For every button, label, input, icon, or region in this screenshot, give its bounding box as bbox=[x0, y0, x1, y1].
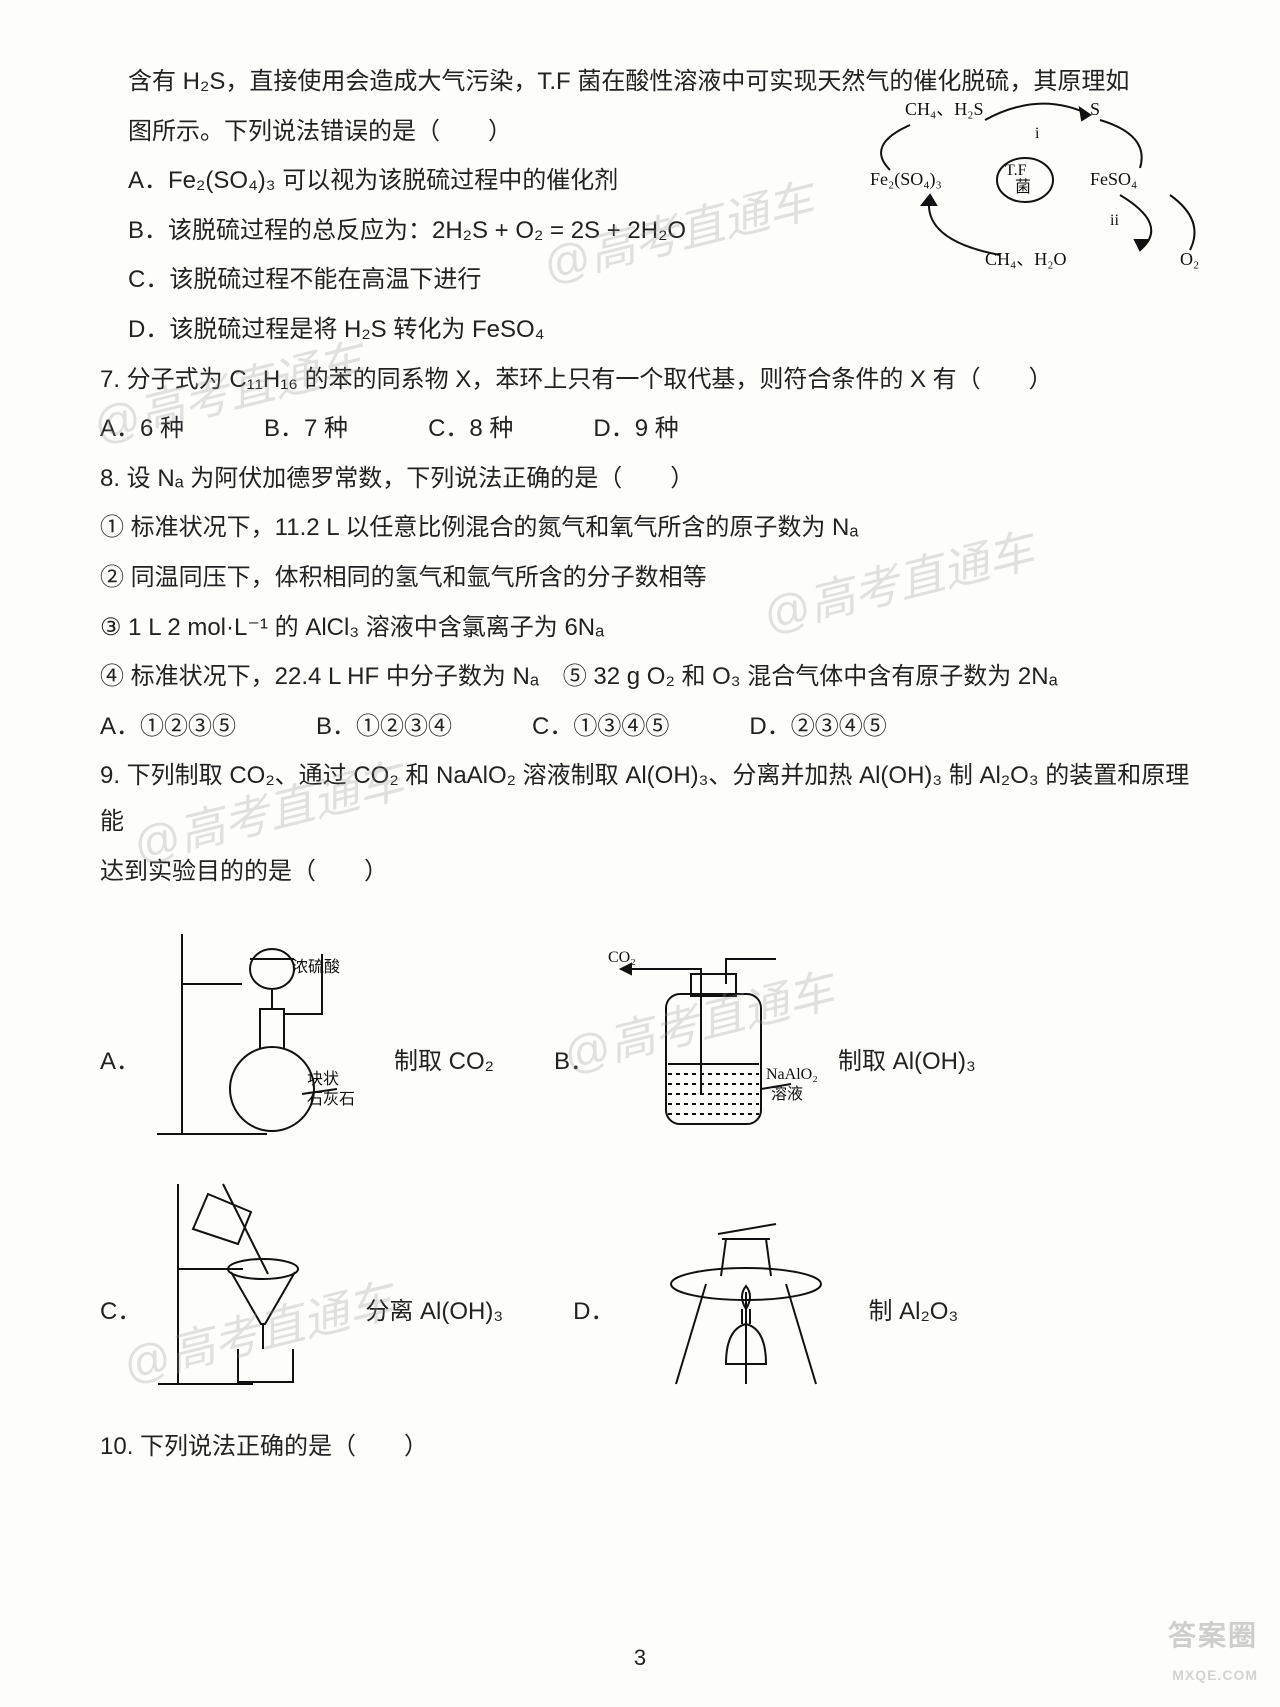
q7-opt-b: B．7 种 bbox=[264, 406, 348, 452]
q8-s1: ① 标准状况下，11.2 L 以任意比例混合的氮气和氧气所含的原子数为 Nₐ bbox=[100, 505, 1195, 551]
q6-opt-b: B．该脱硫过程的总反应为：2H₂S + O₂ = 2S + 2H₂O bbox=[100, 208, 1195, 254]
q9-figure-a: 浓硫酸 块状 石灰石 bbox=[152, 914, 382, 1144]
q9-figB-t3: 溶液 bbox=[771, 1085, 803, 1103]
q7-opt-a: A．6 种 bbox=[100, 406, 184, 452]
q10-stem: 10. 下列说法正确的是（ ） bbox=[100, 1424, 1195, 1470]
q7-options: A．6 种 B．7 种 C．8 种 D．9 种 bbox=[100, 406, 1195, 452]
q7-opt-d: D．9 种 bbox=[593, 406, 678, 452]
page-number: 3 bbox=[634, 1637, 646, 1679]
q9-c-caption: 分离 Al(OH)₃ bbox=[365, 1289, 503, 1395]
q9-cell-c: C． 分离 Al(OH)₃ bbox=[100, 1174, 503, 1394]
q9-figA-t3: 石灰石 bbox=[307, 1090, 355, 1108]
exam-page: 含有 H₂S，直接使用会造成大气污染，T.F 菌在酸性溶液中可实现天然气的催化脱… bbox=[0, 0, 1280, 1707]
corner-logo: 答案圈 MXQE.COM bbox=[1168, 1609, 1258, 1689]
q8-opt-a: A．①②③⑤ bbox=[100, 704, 236, 750]
corner-logo-big: 答案圈 bbox=[1168, 1620, 1258, 1651]
q9-b-prefix: B． bbox=[554, 1039, 594, 1145]
q7-opt-c: C．8 种 bbox=[428, 406, 513, 452]
q9-stem-line1: 9. 下列制取 CO₂、通过 CO₂ 和 NaAlO₂ 溶液制取 Al(OH)₃… bbox=[100, 753, 1195, 844]
q8-s4: ④ 标准状况下，22.4 L HF 中分子数为 Nₐ ⑤ 32 g O₂ 和 O… bbox=[100, 654, 1195, 700]
q9-b-caption: 制取 Al(OH)₃ bbox=[838, 1039, 976, 1145]
q9-c-prefix: C． bbox=[100, 1289, 141, 1395]
q9-cell-d: D． 制 Al₂O₃ bbox=[573, 1164, 958, 1394]
q8-opt-d: D．②③④⑤ bbox=[749, 704, 886, 750]
q9-row-cd: C． 分离 Al(OH)₃ D． bbox=[100, 1164, 1195, 1394]
q9-figure-b: CO₂ NaAlO₂ 溶液 bbox=[606, 934, 826, 1144]
q6-stem-line2: 图所示。下列说法错误的是（ ） bbox=[100, 109, 1195, 155]
q9-row-ab: A． 浓硫酸 块状 石灰石 bbox=[100, 914, 1195, 1144]
q9-figA-t1: 浓硫酸 bbox=[292, 958, 340, 976]
q9-figB-t2: NaAlO₂ bbox=[766, 1066, 818, 1083]
q9-a-prefix: A． bbox=[100, 1039, 140, 1145]
q8-stem: 8. 设 Nₐ 为阿伏加德罗常数，下列说法正确的是（ ） bbox=[100, 456, 1195, 502]
q9-figA-t2: 块状 bbox=[307, 1070, 339, 1088]
q6-stem-line1: 含有 H₂S，直接使用会造成大气污染，T.F 菌在酸性溶液中可实现天然气的催化脱… bbox=[100, 59, 1195, 105]
q8-s3: ③ 1 L 2 mol·L⁻¹ 的 AlCl₃ 溶液中含氯离子为 6Nₐ bbox=[100, 605, 1195, 651]
q9-figure-d bbox=[626, 1164, 856, 1394]
q9-stem-line2: 达到实验目的的是（ ） bbox=[100, 849, 1195, 895]
q9-d-prefix: D． bbox=[573, 1289, 614, 1395]
q8-options: A．①②③⑤ B．①②③④ C．①③④⑤ D．②③④⑤ bbox=[100, 704, 1195, 750]
q9-figB-t1: CO₂ bbox=[608, 949, 636, 966]
q9-cell-b: B． CO₂ NaAlO₂ bbox=[554, 934, 976, 1144]
q6-opt-a: A．Fe₂(SO₄)₃ 可以视为该脱硫过程中的催化剂 bbox=[100, 158, 1195, 204]
q6-opt-d: D．该脱硫过程是将 H₂S 转化为 FeSO₄ bbox=[100, 307, 1195, 353]
q9-figure-c bbox=[153, 1174, 353, 1394]
q9-d-caption: 制 Al₂O₃ bbox=[868, 1289, 958, 1395]
q6-opt-c: C．该脱硫过程不能在高温下进行 bbox=[100, 257, 1195, 303]
q8-s2: ② 同温同压下，体积相同的氢气和氩气所含的分子数相等 bbox=[100, 555, 1195, 601]
q9-cell-a: A． 浓硫酸 块状 石灰石 bbox=[100, 914, 494, 1144]
corner-logo-small: MXQE.COM bbox=[1168, 1662, 1258, 1689]
q8-opt-b: B．①②③④ bbox=[316, 704, 452, 750]
q9-a-caption: 制取 CO₂ bbox=[394, 1039, 494, 1145]
q8-opt-c: C．①③④⑤ bbox=[532, 704, 669, 750]
q7-stem: 7. 分子式为 C₁₁H₁₆ 的苯的同系物 X，苯环上只有一个取代基，则符合条件… bbox=[100, 357, 1195, 403]
